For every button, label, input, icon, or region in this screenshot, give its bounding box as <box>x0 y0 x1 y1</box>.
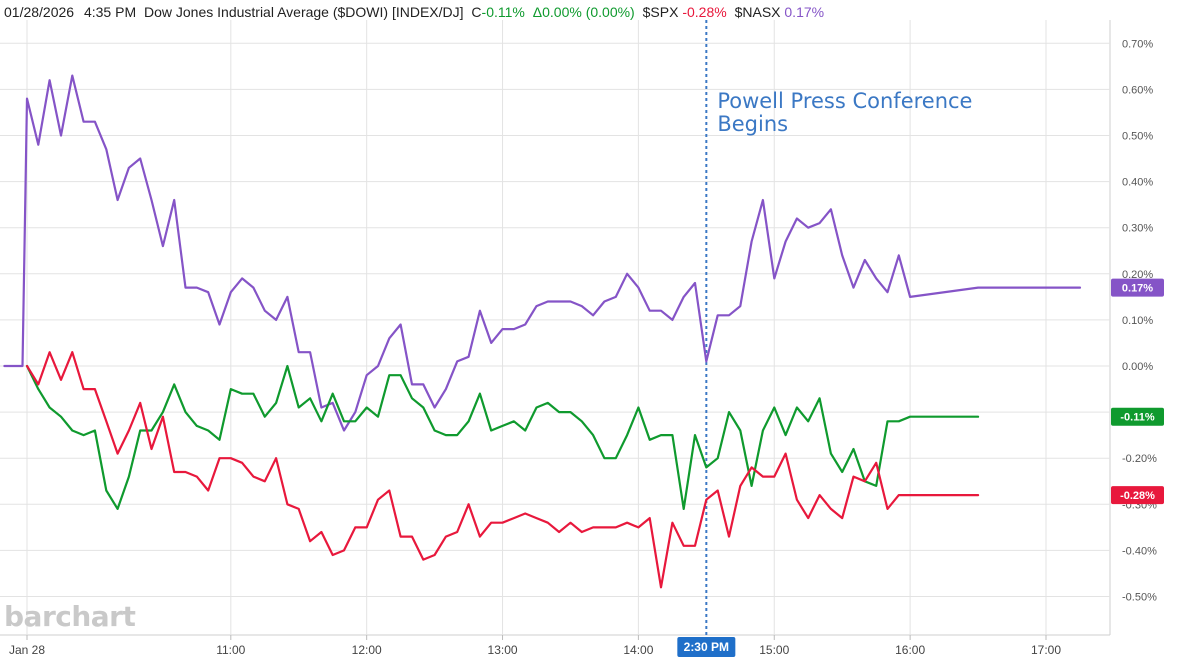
header-instrument: Dow Jones Industrial Average ($DOWI) [IN… <box>144 4 464 20</box>
vertical-gridlines <box>0 20 1111 640</box>
end-label-tag-dowi <box>1111 407 1164 426</box>
barchart-watermark: barchart <box>4 600 136 633</box>
x-tick-label: 15:00 <box>759 643 789 657</box>
y-tick-label: -0.40% <box>1122 545 1157 557</box>
end-label-spx: -0.28% <box>1120 490 1155 502</box>
y-tick-label: 0.20% <box>1122 269 1153 281</box>
annotation-time-badge <box>677 637 736 657</box>
x-axis-tick-labels: Jan 28 11:00 12:00 13:00 14:00 15:00 16:00 17:0… <box>9 643 1061 657</box>
header-dowi-value: -0.11% <box>481 4 525 20</box>
header-nasx-label: $NASX <box>734 4 781 20</box>
x-tick-label: 14:00 <box>623 643 653 657</box>
y-tick-label: 0.30% <box>1122 223 1153 235</box>
y-tick-label: 0.10% <box>1122 315 1153 327</box>
x-tick-label: 17:00 <box>1031 643 1061 657</box>
header-time: 4:35 PM <box>83 4 137 20</box>
y-tick-label: -0.50% <box>1122 592 1157 604</box>
header-change: Δ0.00% (0.00%) <box>532 4 635 20</box>
y-tick-label: -0.20% <box>1122 453 1157 465</box>
x-tick-label: 16:00 <box>895 643 925 657</box>
horizontal-gridlines <box>0 42 1110 597</box>
series-end-labels: 0.17% -0.11% -0.28% <box>1111 278 1164 505</box>
header-spx-value: -0.28% <box>682 4 727 20</box>
series-lines <box>3 74 1082 589</box>
x-tick-label: 13:00 <box>488 643 518 657</box>
chart-header: 01/28/2026 4:35 PM Dow Jones Industrial … <box>4 2 824 22</box>
end-label-dowi: -0.11% <box>1120 412 1154 424</box>
y-tick-label: 0.60% <box>1122 84 1153 96</box>
y-tick-label: 0.50% <box>1122 131 1153 143</box>
header-dowi-label: C <box>471 4 482 20</box>
y-tick-label: 0.40% <box>1122 177 1153 189</box>
x-tick-label: 12:00 <box>352 643 382 657</box>
annotation-time-badge-label: 2:30 PM <box>684 640 729 654</box>
y-tick-label: 0.00% <box>1122 361 1153 373</box>
end-label-nasx: 0.17% <box>1122 283 1153 295</box>
header-date: 01/28/2026 <box>4 4 75 20</box>
annotation-text-line: Begins <box>717 112 788 136</box>
x-tick-label: Jan 28 <box>9 643 45 657</box>
series-line-dowi <box>25 364 980 510</box>
end-label-tag-nasx <box>1111 278 1164 297</box>
end-label-tag-spx <box>1111 486 1164 505</box>
annotation-text-line: Powell Press Conference <box>717 89 972 113</box>
y-tick-label: 0.70% <box>1122 38 1153 50</box>
y-axis-tick-labels: 0.70% 0.60% 0.50% 0.40% 0.30% 0.20% 0.10% 0.00%… <box>1122 38 1157 603</box>
header-spx-label: $SPX <box>642 4 679 20</box>
series-line-nasx <box>3 74 1082 432</box>
x-tick-label: 11:00 <box>216 643 245 657</box>
series-line-spx <box>25 351 980 589</box>
header-nasx-value: 0.17% <box>784 4 825 20</box>
